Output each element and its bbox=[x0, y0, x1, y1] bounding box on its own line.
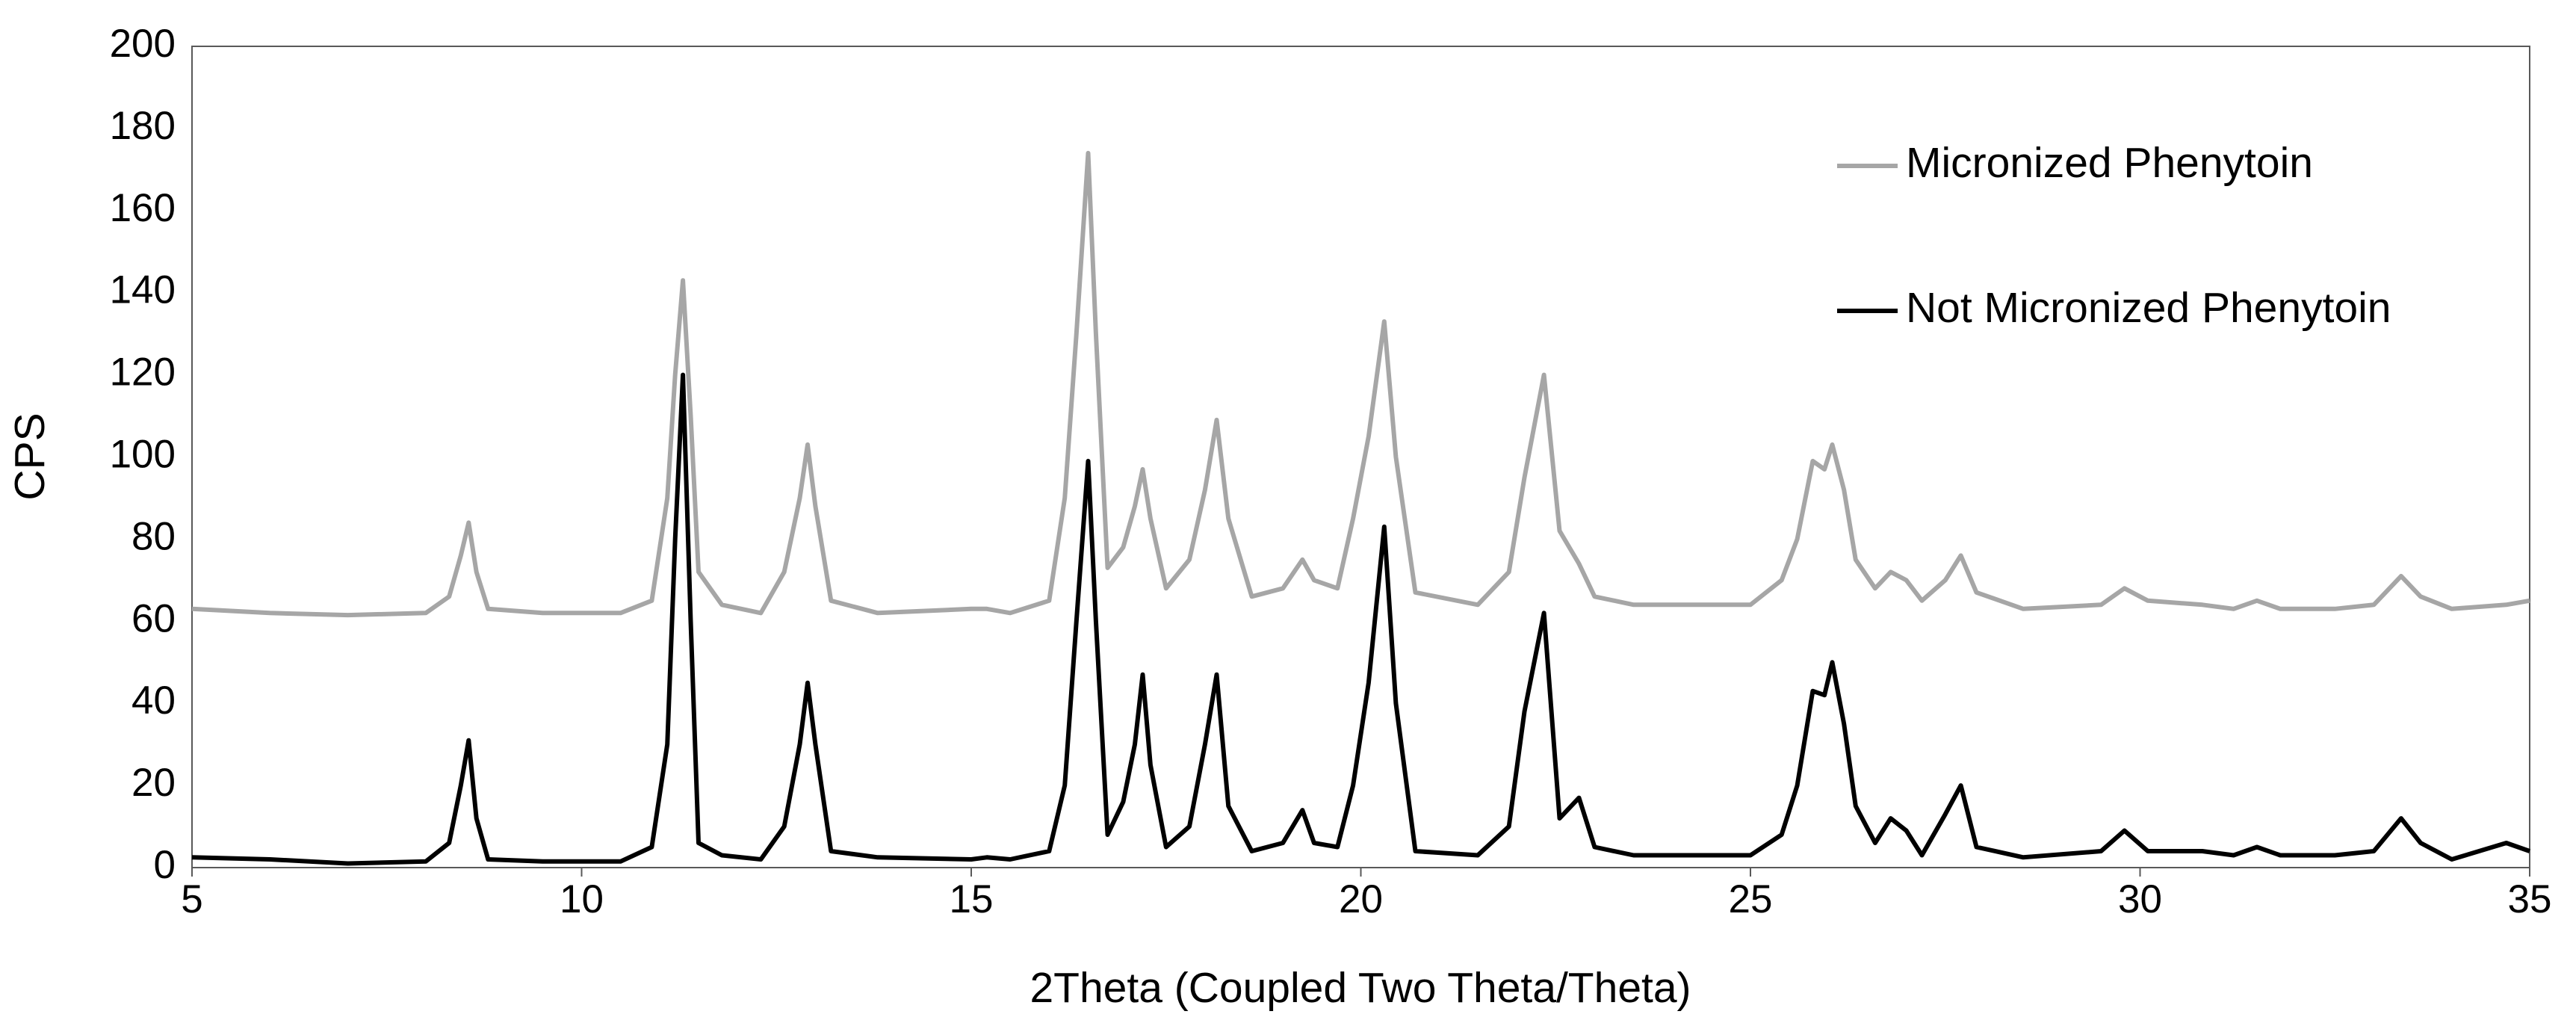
y-tick-label: 0 bbox=[154, 843, 176, 887]
x-tick-label: 10 bbox=[560, 877, 604, 921]
y-axis-label: CPS bbox=[6, 413, 54, 500]
y-tick-label: 120 bbox=[110, 350, 176, 395]
line-series bbox=[191, 372, 2530, 866]
y-tick-label: 40 bbox=[131, 679, 176, 723]
legend-label: Micronized Phenytoin bbox=[1906, 139, 2313, 187]
y-tick-label: 60 bbox=[131, 596, 176, 640]
x-tick-label: 20 bbox=[1339, 877, 1383, 921]
legend-label: Not Micronized Phenytoin bbox=[1906, 284, 2391, 332]
x-tick-label: 5 bbox=[181, 877, 202, 921]
x-axis-label: 2Theta (Coupled Two Theta/Theta) bbox=[1030, 964, 1691, 1012]
y-tick-label: 180 bbox=[110, 104, 176, 148]
y-tick-label: 160 bbox=[110, 186, 176, 230]
y-tick-label: 200 bbox=[110, 22, 176, 66]
y-tick-label: 80 bbox=[131, 514, 176, 558]
x-tick-label: 30 bbox=[2118, 877, 2162, 921]
y-tick-label: 20 bbox=[131, 761, 176, 805]
y-tick-label: 100 bbox=[110, 433, 176, 477]
x-tick-label: 25 bbox=[1729, 877, 1773, 921]
x-tick-label: 15 bbox=[950, 877, 994, 921]
y-tick-label: 140 bbox=[110, 268, 176, 312]
x-tick-label: 35 bbox=[2508, 877, 2552, 921]
line-series bbox=[191, 150, 2530, 618]
